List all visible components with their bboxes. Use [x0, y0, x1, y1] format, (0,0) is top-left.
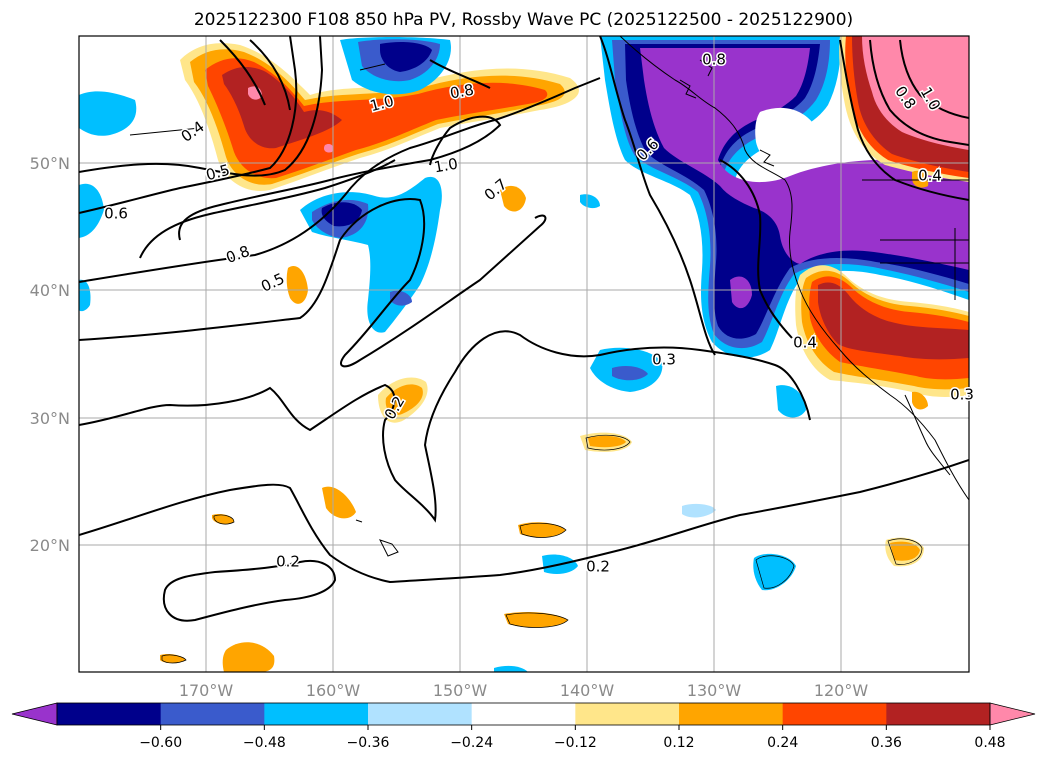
lat-label-30n: 30°N	[30, 409, 70, 428]
lon-label-140w: 140°W	[560, 681, 615, 700]
contour-label: 0.2	[586, 558, 610, 576]
contour-label: 0.3	[950, 386, 974, 404]
map-area	[79, 36, 969, 672]
contour-label: 0.8	[449, 81, 476, 103]
colorbar-swatch	[264, 703, 369, 725]
positive-anomaly-northeast	[839, 36, 969, 188]
colorbar-outline	[56, 702, 991, 726]
coastlines	[129, 36, 969, 557]
gridlines	[79, 36, 969, 672]
colorbar-tick-label: 0.12	[663, 735, 694, 751]
lon-label-160w: 160°W	[306, 681, 361, 700]
colorbar-tick-label: −0.48	[243, 735, 286, 751]
positive-anomaly-coast	[795, 265, 969, 410]
colorbar-tick-label: 0.48	[974, 735, 1005, 751]
colorbar-swatch	[160, 703, 265, 725]
negative-anomaly-north-central	[340, 37, 451, 95]
colorbar-swatch	[782, 703, 887, 725]
lon-label-170w: 170°W	[179, 681, 234, 700]
longitude-axis: 170°W 160°W 150°W 140°W 130°W 120°W	[179, 681, 869, 700]
lon-label-130w: 130°W	[687, 681, 742, 700]
colorbar-swatch	[575, 703, 680, 725]
colorbar-tick-label: 0.36	[871, 735, 902, 751]
lon-label-150w: 150°W	[433, 681, 488, 700]
colorbar-tick-label: −0.36	[347, 735, 390, 751]
contour-label: 0.6	[104, 205, 128, 223]
colorbar-swatch	[471, 703, 576, 725]
contour-label: 0.4	[793, 334, 817, 352]
colorbar-extend-min	[11, 702, 58, 726]
colorbar-tick-label: −0.60	[139, 735, 182, 751]
map-title: 2025122300 F108 850 hPa PV, Rossby Wave …	[193, 10, 854, 30]
colorbar-swatch	[57, 703, 162, 725]
contour-label: 0.8	[702, 51, 726, 69]
colorbar-swatch	[368, 703, 473, 725]
colorbar: −0.60 −0.48 −0.36 −0.24 −0.12 0.12 0.24 0.36 0.4…	[11, 702, 1036, 751]
patch-outlines	[161, 434, 923, 664]
colorbar-swatch	[679, 703, 784, 725]
lat-label-50n: 50°N	[30, 154, 70, 173]
lat-label-40n: 40°N	[30, 281, 70, 300]
pv-contours	[79, 36, 969, 622]
latitude-axis: 50°N 40°N 30°N 20°N	[30, 154, 70, 555]
contour-label: 0.4	[918, 167, 942, 185]
contour-label: 0.3	[652, 351, 676, 369]
contour-label: 0.2	[276, 553, 300, 571]
colorbar-tick-label: −0.12	[554, 735, 597, 751]
lon-label-120w: 120°W	[814, 681, 869, 700]
colorbar-swatch	[886, 703, 991, 725]
colorbar-tick-label: 0.24	[767, 735, 798, 751]
map-border	[78, 35, 970, 673]
colorbar-extend-max	[989, 702, 1036, 726]
colorbar-tick-label: −0.24	[450, 735, 493, 751]
lat-label-20n: 20°N	[30, 536, 70, 555]
